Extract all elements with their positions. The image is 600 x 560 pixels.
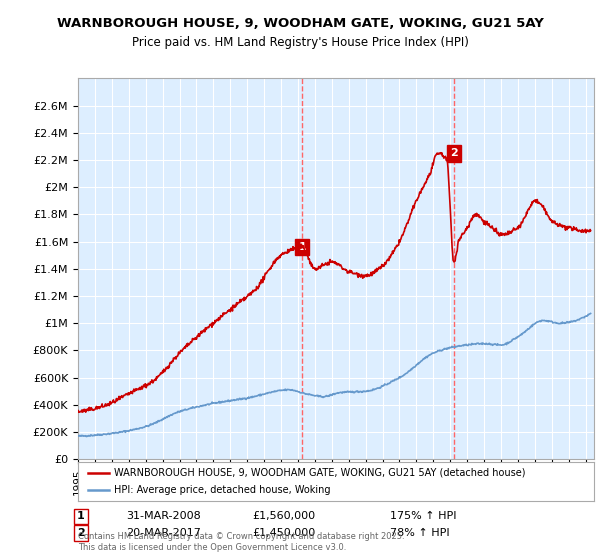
- Text: 20-MAR-2017: 20-MAR-2017: [126, 528, 201, 538]
- Text: 78% ↑ HPI: 78% ↑ HPI: [390, 528, 449, 538]
- Text: WARNBOROUGH HOUSE, 9, WOODHAM GATE, WOKING, GU21 5AY (detached house): WARNBOROUGH HOUSE, 9, WOODHAM GATE, WOKI…: [114, 468, 526, 478]
- Text: 31-MAR-2008: 31-MAR-2008: [126, 511, 201, 521]
- Text: £1,560,000: £1,560,000: [252, 511, 315, 521]
- Text: WARNBOROUGH HOUSE, 9, WOODHAM GATE, WOKING, GU21 5AY: WARNBOROUGH HOUSE, 9, WOODHAM GATE, WOKI…: [56, 17, 544, 30]
- Text: Contains HM Land Registry data © Crown copyright and database right 2025.
This d: Contains HM Land Registry data © Crown c…: [78, 532, 404, 552]
- Text: 1: 1: [298, 242, 306, 252]
- Text: HPI: Average price, detached house, Woking: HPI: Average price, detached house, Woki…: [114, 485, 331, 495]
- Text: 2: 2: [77, 528, 85, 538]
- Text: 175% ↑ HPI: 175% ↑ HPI: [390, 511, 457, 521]
- Text: £1,450,000: £1,450,000: [252, 528, 315, 538]
- Text: 1: 1: [77, 511, 85, 521]
- Text: Price paid vs. HM Land Registry's House Price Index (HPI): Price paid vs. HM Land Registry's House …: [131, 36, 469, 49]
- Text: 2: 2: [450, 148, 458, 158]
